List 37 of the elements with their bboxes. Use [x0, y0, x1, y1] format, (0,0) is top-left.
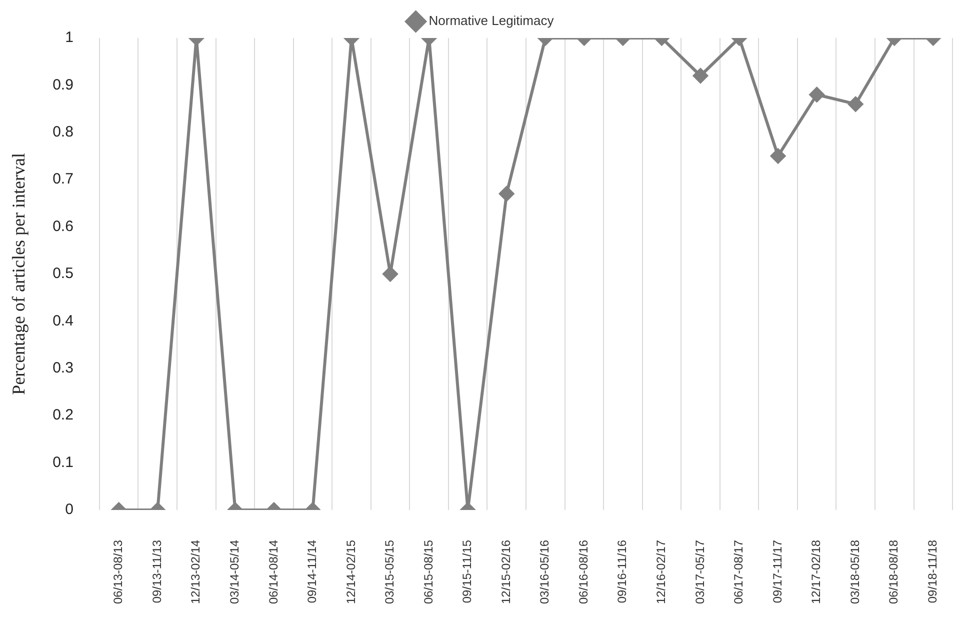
x-tick-label: 12/13-02/14 — [188, 540, 203, 604]
x-tick-label: 09/16-11/16 — [615, 540, 630, 604]
y-axis-title: Percentage of articles per interval — [8, 153, 29, 395]
x-tick-label: 03/17-05/17 — [692, 540, 707, 604]
x-tick-label: 03/14-05/14 — [227, 540, 242, 604]
x-tick-label: 03/16-05/16 — [538, 540, 552, 604]
y-tick-label: 0.8 — [52, 124, 74, 141]
x-tick-label: 06/13-08/13 — [111, 540, 126, 604]
y-tick-label: 0 — [65, 501, 74, 518]
y-tick-label: 0.2 — [52, 406, 74, 424]
x-tick-label: 06/17-08/17 — [732, 540, 746, 604]
point — [382, 266, 398, 282]
x-tick-label: 12/14-02/15 — [344, 540, 358, 604]
legend-label: Normative Legitimacy — [428, 13, 554, 28]
y-tick-label: 0.7 — [52, 170, 74, 188]
y-tick-label: 0.6 — [52, 218, 74, 235]
y-tick-label: 0.1 — [52, 454, 74, 471]
x-tick-label: 12/16-02/17 — [654, 540, 668, 604]
x-tick-label: 06/16-08/16 — [576, 540, 590, 604]
point — [499, 186, 514, 202]
x-tick-label: 03/18-05/18 — [848, 540, 862, 604]
x-tick-label: 06/15-08/15 — [421, 540, 436, 604]
y-tick-label: 0.9 — [52, 76, 74, 94]
y-tick-label: 0.3 — [52, 360, 74, 376]
x-tick-label: 06/18-08/18 — [886, 540, 901, 604]
x-tick-label: 03/15-05/15 — [382, 540, 397, 604]
x-tick-label: 09/18-11/18 — [925, 540, 940, 604]
x-tick-label: 12/17-02/18 — [809, 540, 824, 604]
x-tick-label: 06/14-08/14 — [266, 540, 280, 604]
x-tick-label: 09/17-11/17 — [770, 540, 784, 604]
x-tick-label: 09/14-11/14 — [305, 540, 320, 604]
x-tick-label: 09/13-11/13 — [150, 540, 164, 604]
y-tick-label: 0.4 — [52, 312, 74, 330]
x-tick-label: 12/15-02/16 — [498, 540, 513, 604]
y-tick-label: 1 — [65, 29, 74, 46]
x-tick-label: 09/15-11/15 — [460, 540, 474, 604]
y-tick-label: 0.5 — [52, 265, 74, 282]
